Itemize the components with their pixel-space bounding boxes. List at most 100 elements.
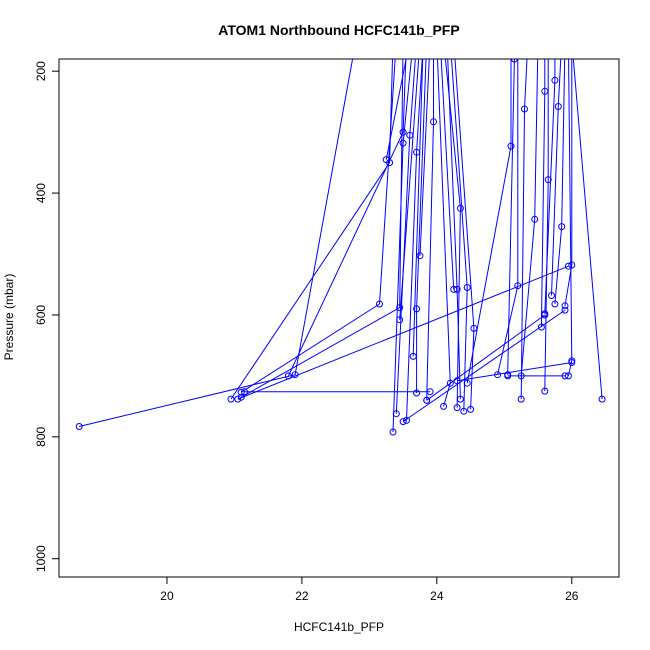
x-tick-label: 24 <box>430 589 444 603</box>
data-point <box>453 377 461 385</box>
series-line <box>416 59 427 393</box>
series-line <box>457 362 572 382</box>
series-line <box>544 59 549 392</box>
plot-frame <box>58 58 620 578</box>
series-layer <box>75 59 606 436</box>
series-line <box>520 59 539 376</box>
data-point <box>551 300 559 308</box>
y-tick-label: 800 <box>34 427 48 447</box>
data-point <box>376 300 383 308</box>
series-line <box>406 59 423 421</box>
data-point <box>392 410 400 418</box>
x-tick-label: 22 <box>295 589 309 603</box>
series-line <box>454 59 475 410</box>
series-line <box>79 59 354 427</box>
data-point <box>531 215 539 223</box>
data-point <box>551 76 559 84</box>
x-axis: 20 22 24 26 <box>160 577 579 603</box>
series-line <box>426 59 434 401</box>
data-point <box>413 305 421 313</box>
data-point <box>416 252 424 260</box>
x-tick-label: 20 <box>160 589 174 603</box>
data-point <box>463 379 471 387</box>
data-point <box>548 292 555 299</box>
data-point <box>453 285 461 293</box>
series-line <box>507 59 515 375</box>
series-line <box>230 59 393 400</box>
data-point <box>460 407 468 415</box>
data-point <box>399 418 407 426</box>
data-point <box>537 323 545 331</box>
x-axis-label: HCFC141b_PFP <box>294 620 384 634</box>
data-point <box>241 388 248 396</box>
data-point <box>554 103 562 110</box>
data-point <box>396 304 404 312</box>
data-point <box>561 302 569 310</box>
data-point <box>413 389 421 397</box>
y-axis: 200 400 600 800 1000 <box>34 61 59 572</box>
data-point <box>234 395 242 403</box>
series-line <box>395 59 416 414</box>
data-point <box>382 156 390 164</box>
chart-title: ATOM1 Northbound HCFC141b_PFP <box>218 22 459 38</box>
data-point <box>517 395 525 403</box>
data-point <box>237 388 245 396</box>
data-point <box>403 416 410 424</box>
data-point <box>453 404 461 412</box>
series-line <box>544 59 556 314</box>
series-line <box>551 59 562 296</box>
data-point <box>561 306 569 314</box>
series-line <box>237 265 569 400</box>
y-tick-label: 200 <box>34 61 48 81</box>
data-point <box>521 105 528 113</box>
data-point <box>541 387 549 395</box>
series-line <box>567 59 573 377</box>
series-line <box>402 309 566 423</box>
x-tick-label: 26 <box>565 589 579 603</box>
data-point <box>399 128 407 136</box>
series-line <box>497 59 519 375</box>
y-tick-label: 1000 <box>34 545 48 572</box>
data-point <box>446 379 454 387</box>
data-point <box>544 176 552 184</box>
data-point <box>440 402 448 410</box>
data-point <box>463 284 471 291</box>
series-line <box>412 59 424 357</box>
series-line <box>451 59 468 412</box>
data-point <box>423 396 431 404</box>
data-point <box>399 139 407 147</box>
series-line <box>287 59 407 377</box>
data-point <box>456 395 464 403</box>
data-point <box>426 388 434 396</box>
data-point <box>541 311 549 319</box>
data-point <box>396 316 404 324</box>
data-point <box>568 359 576 366</box>
data-point <box>456 204 464 212</box>
data-point <box>598 395 606 403</box>
data-point <box>389 428 397 436</box>
data-point <box>561 372 569 380</box>
data-point <box>237 393 245 401</box>
y-tick-label: 400 <box>34 183 48 203</box>
series-line <box>426 314 546 401</box>
series-line <box>440 59 455 290</box>
series-line <box>520 59 528 400</box>
y-tick-label: 600 <box>34 305 48 325</box>
data-point <box>227 395 235 403</box>
y-axis-label: Pressure (mbar) <box>2 274 16 361</box>
series-line <box>399 59 420 320</box>
series-line <box>554 59 566 305</box>
series-line <box>240 59 396 393</box>
series-line <box>385 59 407 160</box>
series-line <box>466 59 512 384</box>
series-line <box>564 59 573 306</box>
series-line <box>572 59 603 400</box>
series-line <box>540 59 546 328</box>
series-line <box>419 59 430 256</box>
data-point <box>507 142 515 150</box>
data-point <box>430 118 437 126</box>
data-point <box>564 372 572 380</box>
data-point <box>510 59 518 63</box>
